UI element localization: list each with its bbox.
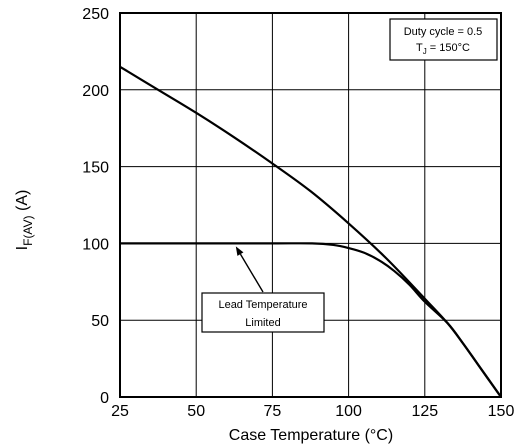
x-axis-title: Case Temperature (°C) <box>229 427 393 444</box>
y-tick-label-250: 250 <box>82 6 109 23</box>
y-tick-label-0: 0 <box>100 390 109 407</box>
lead-temperature-line1: Lead Temperature <box>218 299 307 311</box>
conditions-box: Duty cycle = 0.5 TJ = 150°C <box>389 18 498 61</box>
x-tick-label-50: 50 <box>187 403 205 420</box>
x-tick-label-150: 150 <box>488 403 515 420</box>
x-tick-label-25: 25 <box>111 403 129 420</box>
conditions-duty-cycle: Duty cycle = 0.5 <box>404 26 483 38</box>
lead-temperature-callout: Lead Temperature Limited <box>201 246 325 333</box>
conditions-tj-rest: = 150°C <box>427 42 470 54</box>
y-axis-title: IF(AV) (A) <box>14 190 35 251</box>
y-tick-labels: 0 50 100 150 200 250 <box>82 6 109 407</box>
conditions-tj-main: T <box>416 42 423 54</box>
y-tick-label-50: 50 <box>91 313 109 330</box>
lead-temperature-box-border <box>201 292 325 333</box>
x-tick-label-125: 125 <box>411 403 438 420</box>
y-tick-label-150: 150 <box>82 160 109 177</box>
y-tick-label-100: 100 <box>82 236 109 253</box>
y-tick-label-200: 200 <box>82 83 109 100</box>
callout-arrowhead <box>235 246 244 256</box>
y-axis-title-main: I <box>14 246 31 250</box>
x-tick-label-100: 100 <box>335 403 362 420</box>
x-tick-label-75: 75 <box>264 403 282 420</box>
x-tick-labels: 25 50 75 100 125 150 <box>111 403 514 420</box>
curves <box>119 65 502 398</box>
callout-arrow-line <box>239 253 264 293</box>
grid <box>119 12 502 398</box>
y-axis-title-unit: (A) <box>14 190 31 216</box>
series-line-1 <box>119 65 502 398</box>
y-axis-title-subscript: F(AV) <box>21 215 35 245</box>
conditions-box-border <box>389 18 498 61</box>
conditions-tj-sub: J <box>423 47 427 56</box>
conditions-junction-temp: TJ = 150°C <box>416 42 470 56</box>
series-line-2 <box>120 242 502 398</box>
lead-temperature-line2: Limited <box>245 317 280 329</box>
plot-frame <box>119 12 502 398</box>
